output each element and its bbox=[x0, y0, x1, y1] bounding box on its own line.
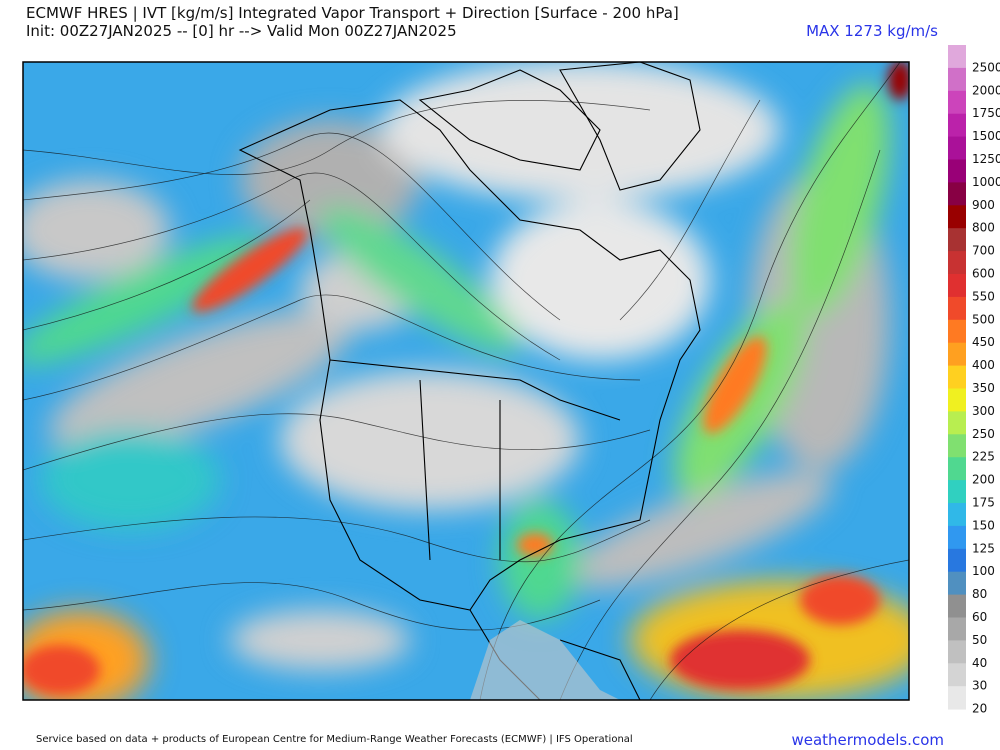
title: ECMWF HRES | IVT [kg/m/s] Integrated Vap… bbox=[26, 4, 679, 22]
colorbar-block bbox=[948, 274, 966, 298]
colorbar: 2500 2000 1750 1500 1250 1000 900 800 700 600 550 5… bbox=[948, 45, 1000, 716]
colorbar-block bbox=[948, 228, 966, 252]
colorbar-block bbox=[948, 457, 966, 481]
colorbar-label: 900 bbox=[972, 198, 995, 212]
colorbar-block bbox=[948, 159, 966, 183]
colorbar-label: 350 bbox=[972, 381, 995, 395]
colorbar-block bbox=[948, 640, 966, 664]
colorbar-block bbox=[948, 113, 966, 138]
colorbar-block bbox=[948, 342, 966, 367]
colorbar-label: 500 bbox=[972, 312, 995, 326]
colorbar-block bbox=[948, 686, 966, 710]
colorbar-block bbox=[948, 663, 966, 687]
colorbar-label: 250 bbox=[972, 427, 995, 441]
colorbar-label: 800 bbox=[972, 221, 995, 235]
colorbar-block bbox=[948, 388, 966, 412]
colorbar-label: 50 bbox=[972, 633, 987, 647]
brand: weathermodels.com bbox=[791, 731, 944, 749]
subtitle: Init: 00Z27JAN2025 -- [0] hr --> Valid M… bbox=[26, 22, 457, 40]
footer-credit: Service based on data + products of Euro… bbox=[36, 734, 633, 745]
colorbar-label: 20 bbox=[972, 702, 987, 716]
colorbar-block bbox=[948, 503, 966, 527]
colorbar-block bbox=[948, 365, 966, 389]
colorbar-block bbox=[948, 251, 966, 275]
colorbar-label: 30 bbox=[972, 679, 987, 693]
colorbar-block bbox=[948, 319, 966, 344]
colorbar-label: 600 bbox=[972, 267, 995, 281]
map bbox=[23, 62, 909, 700]
colorbar-label: 300 bbox=[972, 404, 995, 418]
colorbar-label: 450 bbox=[972, 335, 995, 349]
colorbar-block bbox=[948, 90, 966, 115]
colorbar-block bbox=[948, 411, 966, 435]
colorbar-label: 2500 bbox=[972, 60, 1000, 74]
colorbar-label: 60 bbox=[972, 610, 987, 624]
colorbar-block bbox=[948, 67, 966, 92]
colorbar-label: 1500 bbox=[972, 129, 1000, 143]
colorbar-block bbox=[948, 434, 966, 458]
colorbar-label: 2000 bbox=[972, 83, 1000, 97]
colorbar-label: 40 bbox=[972, 656, 987, 670]
colorbar-label: 400 bbox=[972, 358, 995, 372]
map-frame bbox=[22, 61, 910, 701]
colorbar-label: 225 bbox=[972, 450, 995, 464]
colorbar-label: 200 bbox=[972, 473, 995, 487]
colorbar-block bbox=[948, 136, 966, 160]
colorbar-block bbox=[948, 617, 966, 641]
colorbar-block bbox=[948, 571, 966, 596]
colorbar-block bbox=[948, 205, 966, 229]
colorbar-block bbox=[948, 480, 966, 504]
colorbar-block bbox=[948, 548, 966, 573]
colorbar-block bbox=[948, 296, 966, 321]
colorbar-block bbox=[948, 594, 966, 618]
colorbar-block bbox=[948, 45, 966, 69]
colorbar-label: 700 bbox=[972, 244, 995, 258]
colorbar-label: 1250 bbox=[972, 152, 1000, 166]
colorbar-block bbox=[948, 182, 966, 206]
colorbar-label: 1750 bbox=[972, 106, 1000, 120]
colorbar-label: 175 bbox=[972, 496, 995, 510]
colorbar-label: 80 bbox=[972, 587, 987, 601]
colorbar-label: 550 bbox=[972, 289, 995, 303]
colorbar-label: 100 bbox=[972, 564, 995, 578]
max-label: MAX 1273 kg/m/s bbox=[806, 22, 938, 40]
colorbar-block bbox=[948, 525, 966, 550]
colorbar-label: 150 bbox=[972, 518, 995, 532]
colorbar-label: 125 bbox=[972, 541, 995, 555]
colorbar-label: 1000 bbox=[972, 175, 1000, 189]
